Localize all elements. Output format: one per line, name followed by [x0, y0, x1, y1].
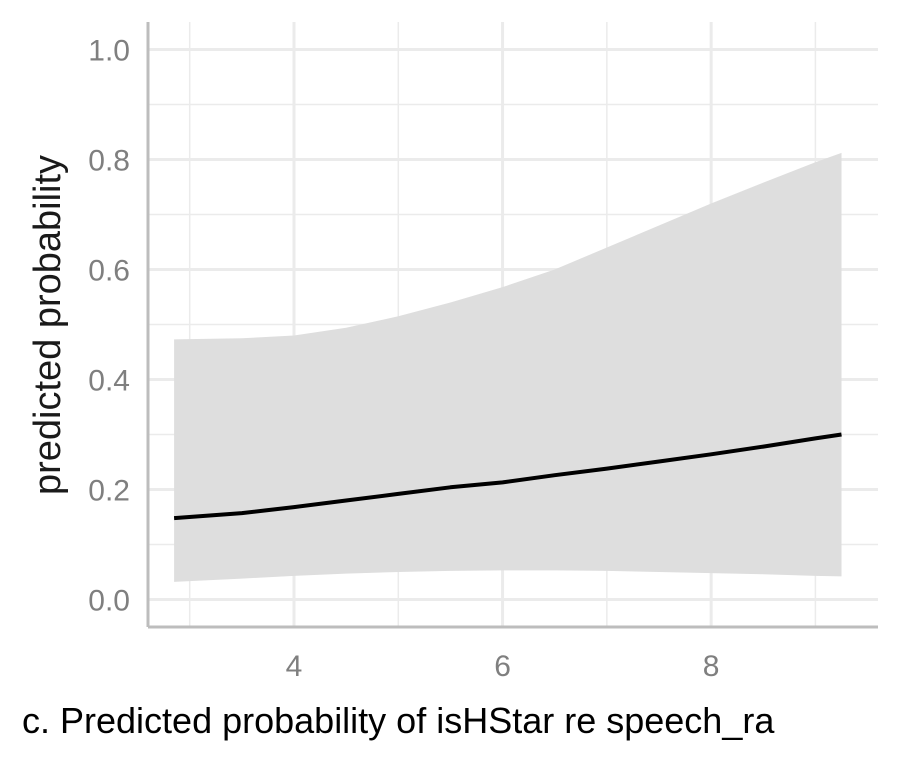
x-tick-label: 8 — [703, 650, 720, 683]
y-axis-title: predicted probability — [27, 155, 69, 495]
tick-labels: 0.0 0.2 0.4 0.6 0.8 1.0 4 6 8 — [88, 35, 719, 684]
y-tick-label: 1.0 — [88, 35, 130, 68]
y-tick-label: 0.0 — [88, 585, 130, 618]
series-line-group — [173, 432, 842, 521]
figure-caption: c. Predicted probability of isHStar re s… — [22, 700, 775, 741]
axes — [146, 22, 878, 629]
predicted-probability-line — [173, 432, 842, 521]
confidence-band — [174, 152, 842, 582]
confidence-band-area — [174, 152, 842, 582]
x-tick-label: 4 — [286, 650, 303, 683]
x-tick-label: 6 — [494, 650, 511, 683]
y-tick-label: 0.4 — [88, 365, 130, 398]
y-tick-label: 0.8 — [88, 145, 130, 178]
y-tick-label: 0.6 — [88, 255, 130, 288]
y-tick-label: 0.2 — [88, 475, 130, 508]
